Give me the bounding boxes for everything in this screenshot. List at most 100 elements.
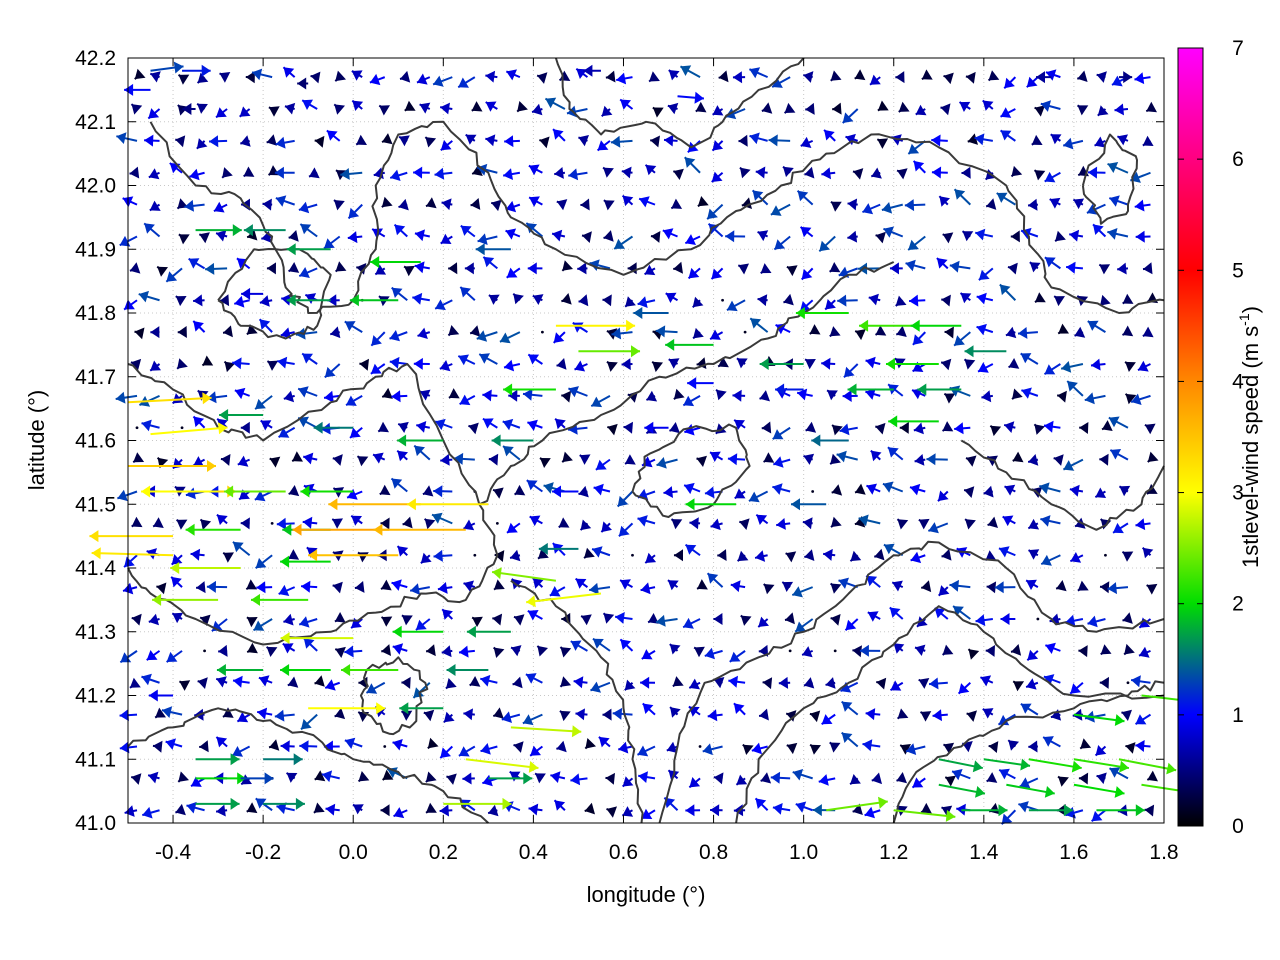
wind-vector-head [397, 450, 408, 462]
field-vector [156, 265, 168, 277]
wind-vector-head [382, 133, 393, 145]
field-vector [667, 579, 679, 591]
field-vector [1034, 105, 1046, 117]
field-vector [637, 745, 656, 757]
field-vector [988, 741, 999, 753]
wind-vector-head [711, 268, 723, 280]
field-vector [389, 169, 408, 181]
wind-vector-head [243, 224, 253, 237]
field-vector [1099, 453, 1109, 466]
field-vector [370, 363, 386, 375]
contour-line [1081, 133, 1138, 225]
field-vector [492, 646, 505, 658]
field-vector [830, 614, 841, 626]
wind-vector-shaft [465, 758, 539, 770]
wind-vector-head [471, 101, 483, 112]
field-vector [414, 229, 430, 242]
field-vector [124, 805, 138, 817]
wind-vector-head [171, 554, 183, 565]
wind-vector-head [399, 135, 410, 147]
wind-vector [399, 702, 444, 715]
wind-vector-head [335, 261, 347, 272]
wind-vector-head [477, 233, 488, 245]
wind-vector-head [391, 287, 403, 298]
field-vector [1112, 522, 1129, 534]
field-vector [896, 518, 909, 530]
wind-vector-head [618, 525, 630, 537]
field-vector [131, 613, 142, 626]
field-vector [334, 646, 346, 658]
field-vector [558, 517, 570, 529]
x-tick-label: -0.2 [245, 841, 281, 864]
wind-vector-dot [180, 426, 184, 430]
wind-vector-head [831, 484, 843, 496]
field-vector [380, 804, 390, 817]
wind-vector-head [1124, 643, 1135, 655]
wind-vector-head [862, 739, 873, 752]
field-vector [755, 513, 769, 525]
wind-vector-head [783, 166, 794, 178]
field-vector [1011, 388, 1023, 400]
field-vector [1108, 195, 1129, 207]
field-vector [147, 771, 160, 784]
wind-vector-head [202, 355, 214, 366]
wind-vector-head [310, 71, 321, 84]
field-vector [1076, 104, 1089, 116]
wind-vector-head [940, 103, 951, 116]
wind-vector-head [578, 485, 589, 498]
field-vector [842, 390, 858, 402]
wind-vector-head [727, 453, 738, 466]
field-vector [468, 422, 479, 435]
field-vector [154, 707, 166, 719]
wind-vector-head [942, 232, 954, 244]
field-vector [300, 580, 318, 593]
field-vector [314, 675, 325, 687]
wind-vector-head [185, 523, 195, 536]
wind-vector-head [472, 616, 483, 628]
field-vector [471, 164, 483, 176]
wind-vector-head [502, 418, 514, 431]
wind-vector-shaft [526, 592, 602, 604]
field-vector [215, 230, 228, 242]
wind-vector-head [1010, 230, 1020, 243]
field-vector [301, 99, 318, 110]
field-vector [1087, 615, 1106, 628]
wind-vector-head [351, 515, 362, 526]
wind-vector-head [148, 689, 158, 702]
wind-vector-head [1008, 740, 1019, 751]
wind-vector-head [1043, 674, 1055, 686]
field-vector [1146, 770, 1158, 782]
wind-vector-head [175, 803, 186, 816]
wind-vector-head [189, 168, 200, 181]
wind-vector [466, 625, 511, 638]
wind-vector [633, 307, 669, 319]
wind-vector-head [1074, 326, 1086, 338]
wind-vector-shaft [826, 800, 888, 812]
field-vector [1033, 423, 1045, 435]
wind-vector-head [381, 616, 393, 627]
wind-vector-head [369, 73, 381, 86]
wind-vector-head [650, 231, 661, 243]
field-vector [240, 517, 250, 530]
wind-vector-head [1107, 162, 1119, 173]
wind-vector-dot [631, 553, 634, 557]
wind-vector-head [584, 802, 595, 815]
wind-vector-head [165, 738, 176, 750]
field-vector [619, 98, 634, 110]
field-vector [1066, 380, 1084, 397]
wind-vector-head [124, 83, 134, 96]
wind-vector [152, 593, 219, 606]
field-vector [323, 390, 340, 403]
wind-vector [263, 797, 305, 810]
wind-vector [263, 753, 303, 766]
wind-vector-head [795, 307, 805, 319]
wind-vector-shaft [1118, 758, 1177, 772]
wind-vector-head [1058, 323, 1069, 334]
wind-vector-head [770, 771, 781, 784]
wind-vector-head [750, 318, 762, 329]
field-vector [758, 708, 769, 721]
wind-vector-head [605, 70, 616, 83]
wind-vector-head [528, 761, 539, 773]
wind-vector-head [978, 362, 989, 373]
field-vector [914, 644, 926, 656]
